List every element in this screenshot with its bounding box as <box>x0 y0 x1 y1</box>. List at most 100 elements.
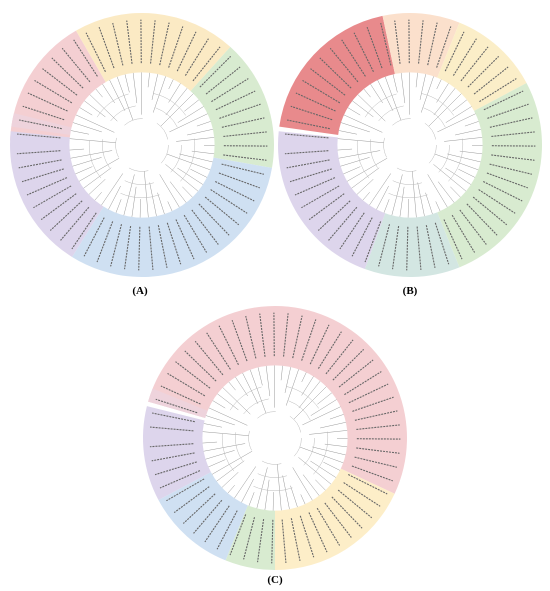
branch <box>347 157 388 182</box>
branch <box>447 153 481 163</box>
branch-arc <box>235 398 315 478</box>
branch <box>228 381 236 391</box>
branch <box>338 130 358 135</box>
branch <box>455 129 481 136</box>
leaf-label <box>487 103 529 119</box>
branch <box>323 461 341 471</box>
leaf-label <box>211 78 249 103</box>
branch <box>282 475 290 510</box>
branch <box>391 174 403 216</box>
branch <box>459 150 483 155</box>
leaf-label <box>223 131 267 137</box>
leaf-label <box>159 22 170 66</box>
leaf-label <box>341 39 366 77</box>
branch <box>277 464 282 511</box>
leaf-label <box>317 200 351 231</box>
branch <box>108 185 121 210</box>
branch <box>292 467 313 501</box>
leaf-label <box>299 515 315 558</box>
branch <box>370 83 383 104</box>
leaf-label <box>149 443 194 448</box>
leaf-label <box>51 57 84 89</box>
branch <box>285 369 299 406</box>
leaf-label <box>175 219 195 260</box>
branch <box>70 130 90 135</box>
leaf-label <box>214 181 255 202</box>
branch <box>147 72 150 88</box>
branch <box>242 372 259 404</box>
branch <box>302 406 341 426</box>
branch <box>437 181 455 203</box>
leaf-label <box>436 26 452 68</box>
leaf-label <box>19 119 62 130</box>
leaf-label <box>192 46 221 82</box>
branch <box>203 443 246 452</box>
leaf-label <box>491 154 535 161</box>
leaf-label <box>215 90 256 111</box>
branch <box>434 153 479 171</box>
leaf-label <box>124 225 132 270</box>
branch <box>79 157 120 182</box>
leaf-label <box>337 489 373 519</box>
branch <box>176 137 215 142</box>
branch <box>165 88 188 116</box>
branch <box>196 121 211 127</box>
leaf-label <box>286 159 330 169</box>
leaf-label <box>290 518 301 561</box>
leaf-label <box>348 383 389 404</box>
leaf-label <box>324 502 352 538</box>
leaf-label <box>49 200 83 231</box>
leaf-label <box>351 465 394 482</box>
branch <box>249 369 267 414</box>
leaf-label <box>479 78 517 103</box>
leaf-label <box>472 196 508 226</box>
leaf-label <box>425 225 436 268</box>
leaf-label <box>198 203 230 236</box>
leaf-label <box>206 332 231 370</box>
leaf-label <box>451 214 476 253</box>
branch <box>265 365 271 397</box>
leaf-label <box>331 496 363 529</box>
branch <box>94 192 102 201</box>
leaf-label <box>27 92 68 112</box>
leaf-label <box>406 226 409 271</box>
branch <box>157 192 165 215</box>
leaf-label <box>18 159 62 169</box>
branch <box>301 372 307 383</box>
leaf-label <box>26 177 68 196</box>
leaf-label <box>16 150 61 155</box>
leaf-label <box>219 103 261 119</box>
leaf-label <box>344 371 382 396</box>
branch <box>212 400 226 409</box>
branch <box>377 79 394 111</box>
leaf-label <box>444 31 465 72</box>
leaf-label <box>364 221 382 263</box>
leaf-label <box>378 224 391 267</box>
leaf-label <box>229 514 247 556</box>
leaf-label <box>218 325 239 366</box>
branch <box>343 166 361 175</box>
leaf-label <box>184 350 217 382</box>
branch <box>149 182 157 217</box>
branch <box>435 201 441 212</box>
branch <box>340 157 370 167</box>
branch-arc <box>88 91 196 199</box>
branch <box>256 467 268 509</box>
leaf-label <box>159 470 201 489</box>
branch <box>115 199 122 213</box>
branch <box>216 460 245 482</box>
branch <box>310 399 337 416</box>
branch <box>132 72 138 104</box>
leaf-label <box>110 224 123 267</box>
leaf-label <box>150 426 194 432</box>
branch <box>315 479 326 491</box>
branch <box>167 201 173 212</box>
branch <box>400 72 406 104</box>
leaf-label <box>294 177 336 196</box>
branch <box>221 472 239 488</box>
branch <box>357 94 386 122</box>
leaf-label <box>243 517 256 560</box>
leaf-label <box>309 324 330 365</box>
leaf-label <box>176 31 197 72</box>
